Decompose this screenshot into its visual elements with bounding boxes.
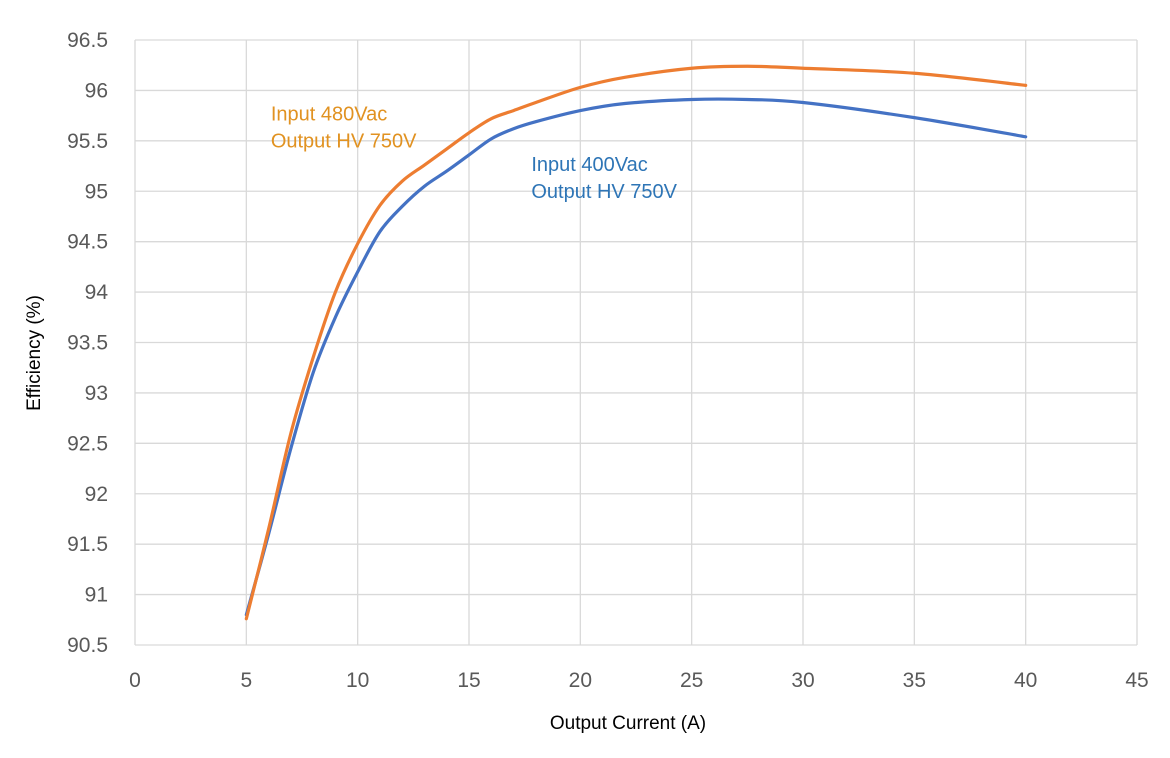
y-tick-label: 96.5 [67,29,108,52]
annotation-line: Output HV 750V [531,181,677,203]
y-tick-label: 95 [85,180,108,203]
annotation-line: Input 400Vac [531,154,647,176]
x-tick-label: 40 [1014,669,1037,692]
annotation-400vac: Input 400Vac Output HV 750V [531,154,677,203]
y-tick-label: 96 [85,79,108,102]
x-axis-title: Output Current (A) [550,713,706,734]
x-tick-label: 25 [680,669,703,692]
series-line-480vac [244,64,1028,621]
x-tick-label: 45 [1125,669,1148,692]
annotation-line: Output HV 750V [271,131,417,153]
y-tick-label: 95.5 [67,130,108,153]
annotation-line: Input 480Vac [271,104,387,126]
y-tick-label: 94 [85,281,109,304]
annotation-480vac: Input 480Vac Output HV 750V [271,104,417,153]
x-tick-label: 5 [240,669,252,692]
y-tick-label: 93.5 [67,332,108,355]
x-tick-label: 10 [346,669,369,692]
y-tick-label: 90.5 [67,634,108,657]
x-tick-label: 15 [457,669,480,692]
y-tick-label: 94.5 [67,231,108,254]
x-axis-ticks: 0 5 10 15 20 25 30 35 40 45 [129,669,1149,692]
x-tick-label: 0 [129,669,141,692]
y-axis-ticks: 90.5 91 91.5 92 92.5 93 93.5 94 94.5 95 95.5 96 96.5 [67,29,108,657]
x-tick-label: 20 [569,669,592,692]
y-axis-title: Efficiency (%) [24,295,45,411]
annotations-group: Input 480Vac Output HV 750V Input 400Vac Ou… [271,104,678,203]
series-line-400vac [244,97,1028,617]
x-tick-label: 30 [791,669,814,692]
y-tick-label: 93 [85,382,108,405]
y-tick-label: 92.5 [67,432,108,455]
y-tick-label: 92 [85,483,108,506]
y-tick-label: 91 [85,584,108,607]
x-tick-label: 35 [903,669,926,692]
series-group [244,64,1028,621]
y-tick-label: 91.5 [67,533,108,556]
